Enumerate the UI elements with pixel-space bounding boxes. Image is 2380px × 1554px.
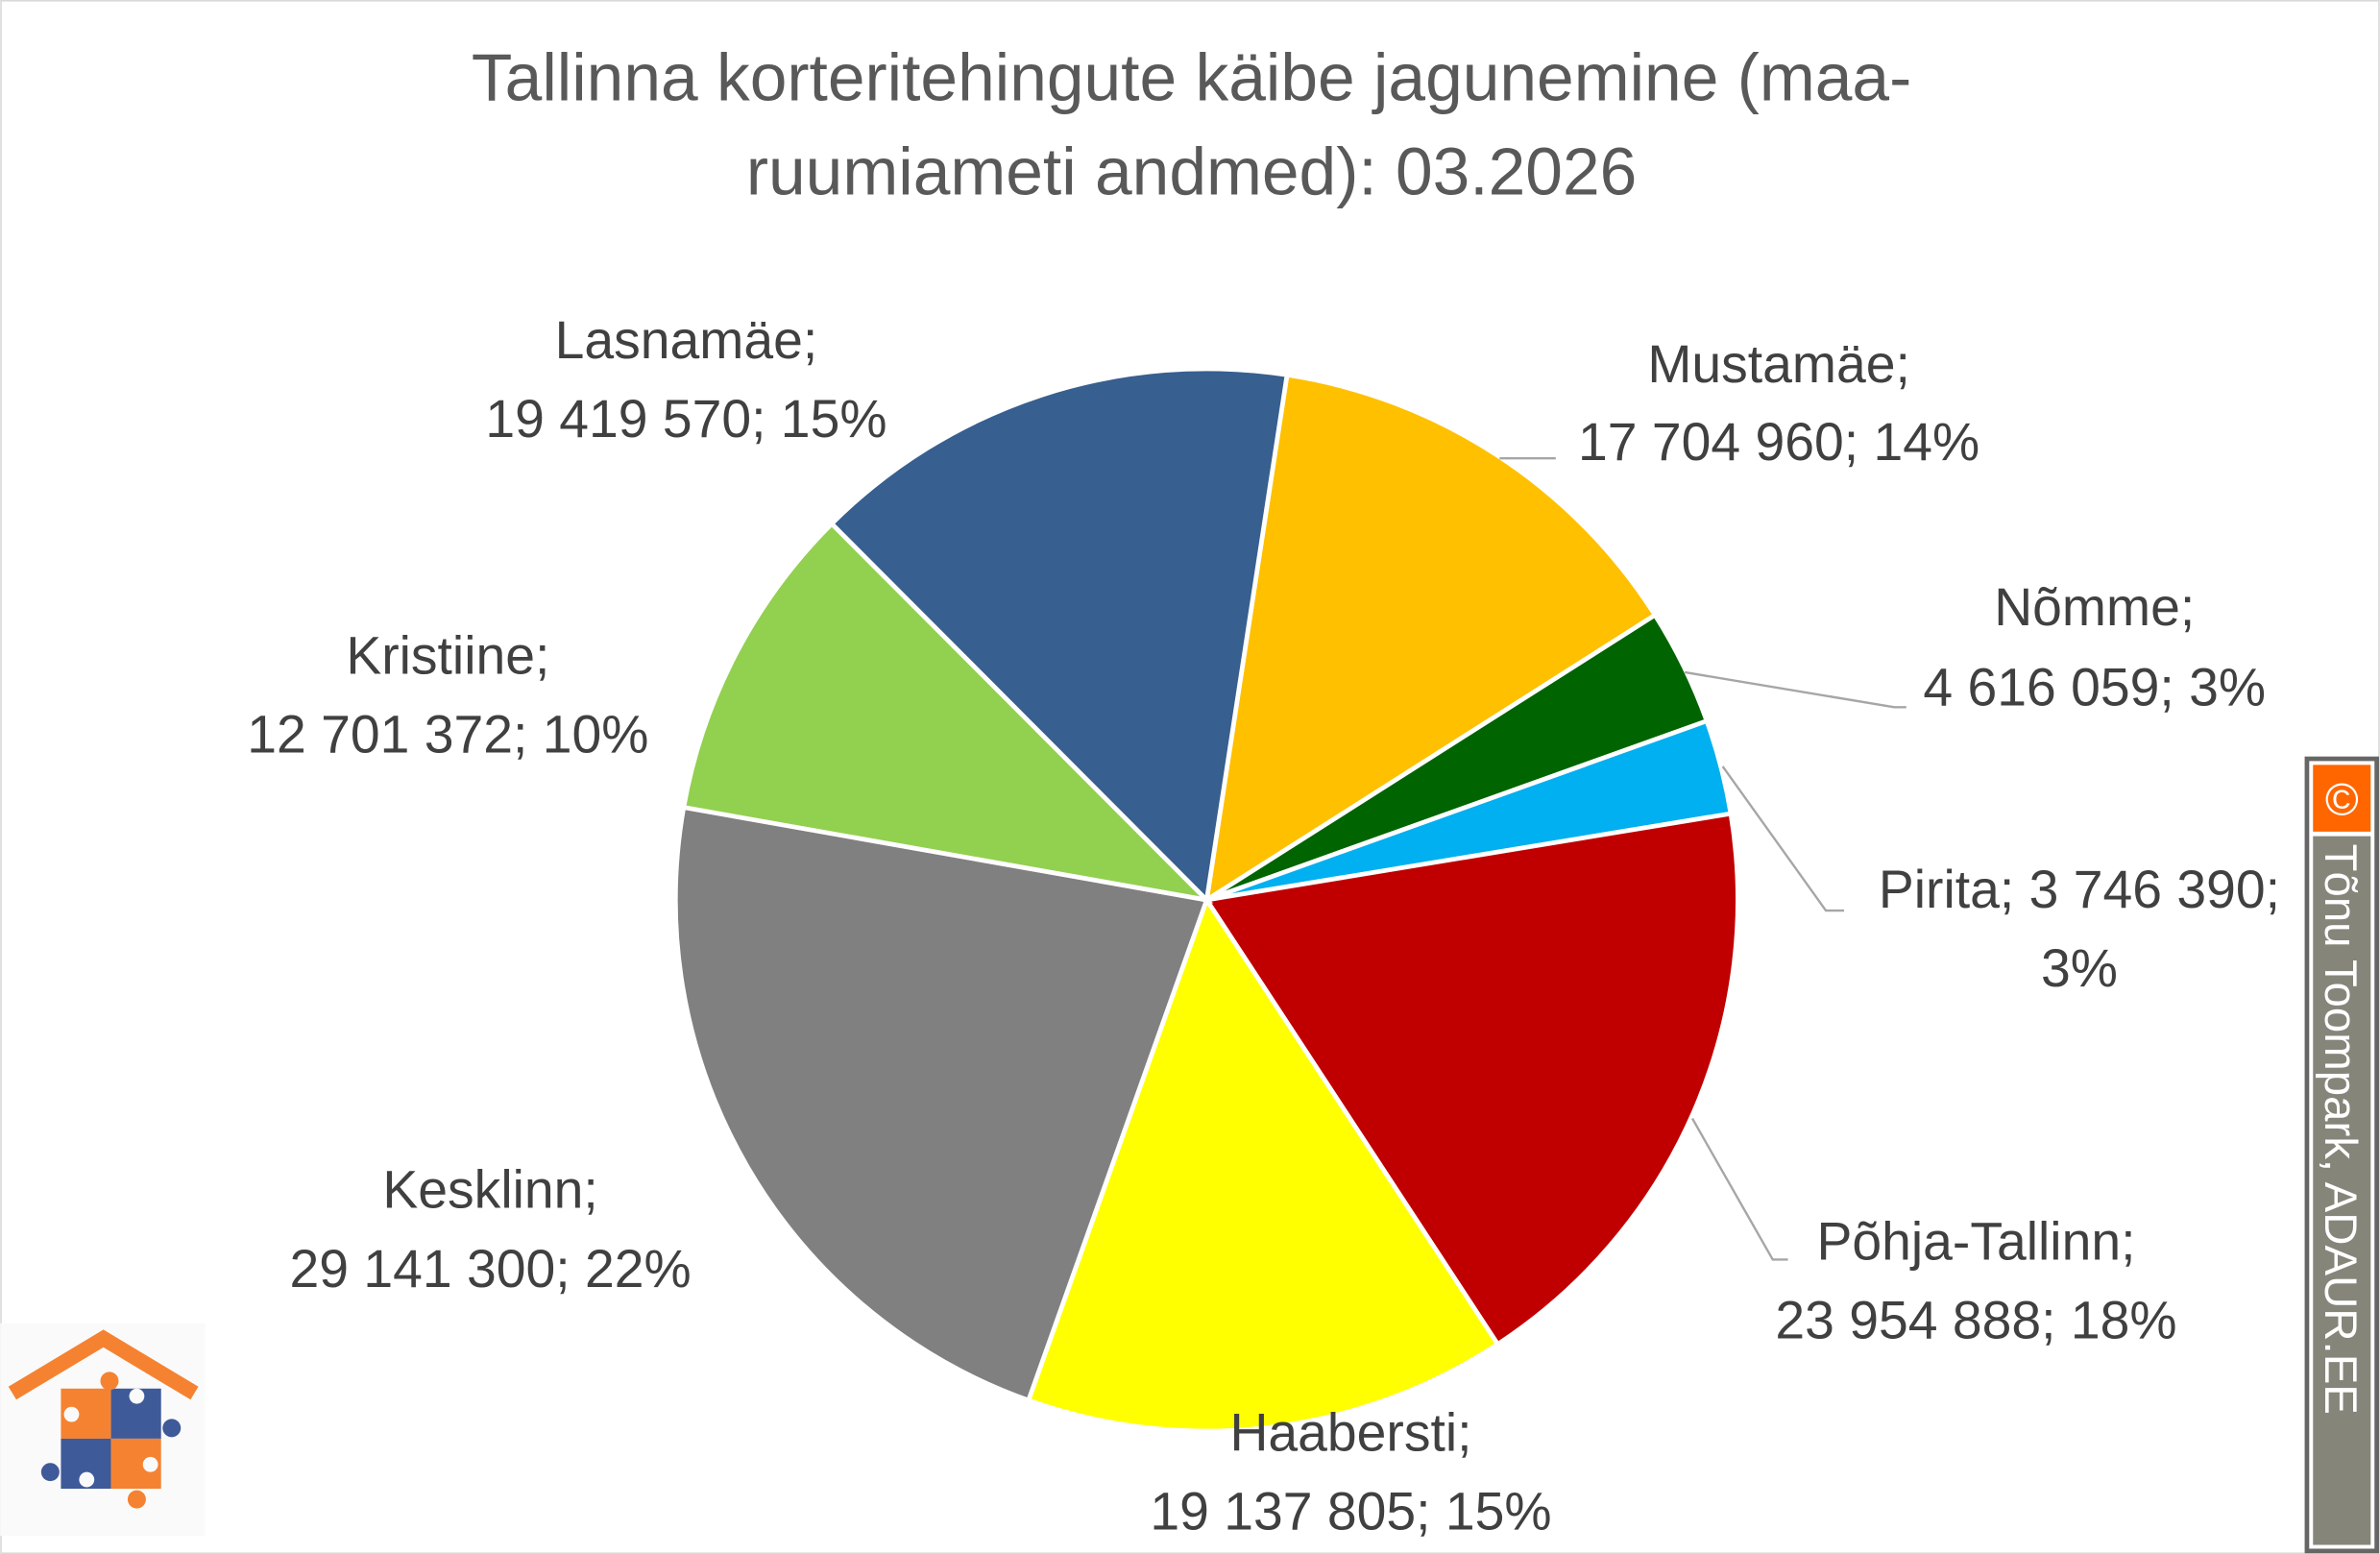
data-label-lasnamae-value: 19 419 570; 15% bbox=[485, 389, 886, 449]
data-label-haabersti-name: Haabersti; bbox=[1229, 1403, 1471, 1463]
adaur-logo bbox=[0, 1323, 206, 1537]
data-label-nomme-value: 4 616 059; 3% bbox=[1923, 658, 2266, 717]
data-label-kristiine-name: Kristiine; bbox=[346, 626, 549, 686]
pie-slice-kristiine bbox=[681, 520, 1214, 904]
data-label-lasnamae-name: Lasnamäe; bbox=[555, 310, 818, 370]
leader-line-nomme bbox=[1684, 670, 1906, 709]
data-label-pirita-value: 3% bbox=[2041, 938, 2118, 998]
data-label-mustamae-value: 17 704 960; 14% bbox=[1578, 412, 1979, 472]
data-label-pirita-name: Pirita; 3 746 390; bbox=[1879, 860, 2280, 919]
data-label-haabersti-value: 19 137 805; 15% bbox=[1150, 1482, 1551, 1542]
chart-title-line-2: ruumiameti andmed): 03.2026 bbox=[746, 134, 1637, 208]
data-label-kesklinn-name: Kesklinn; bbox=[382, 1160, 597, 1220]
pie-slice-haabersti bbox=[1025, 894, 1501, 1434]
data-label-mustamae-name: Mustamäe; bbox=[1647, 334, 1910, 394]
pie-slice-mustam-e bbox=[1203, 372, 1659, 905]
pie-slice-lasnam-e bbox=[828, 366, 1290, 905]
data-label-nomme-name: Nõmme; bbox=[1994, 577, 2195, 637]
pie-slice-kesklinn bbox=[672, 804, 1210, 1403]
data-label-pohja-tallinn-name: Põhja-Tallinn; bbox=[1816, 1211, 2135, 1271]
pie-slice-p-hja-tallinn bbox=[1202, 811, 1740, 1348]
copyright-accent bbox=[2313, 765, 2371, 832]
data-label-pohja-tallinn-value: 23 954 888; 18% bbox=[1775, 1291, 2176, 1350]
copyright-icon: © bbox=[2325, 775, 2359, 826]
data-label-kristiine-value: 12 701 372; 10% bbox=[247, 705, 648, 765]
chart-title-line-1: Tallinna korteritehingute käibe jagunemi… bbox=[472, 39, 1911, 114]
leader-line-pohja-tallinn bbox=[1690, 1117, 1788, 1261]
copyright-badge: © Tõnu Toompark, ADAUR.EE bbox=[2304, 756, 2379, 1554]
pie-slices bbox=[672, 366, 1740, 1434]
leader-line-pirita bbox=[1721, 765, 1845, 912]
data-label-kesklinn-value: 29 141 300; 22% bbox=[290, 1239, 692, 1299]
copyright-text: Tõnu Toompark, ADAUR.EE bbox=[2315, 844, 2366, 1415]
